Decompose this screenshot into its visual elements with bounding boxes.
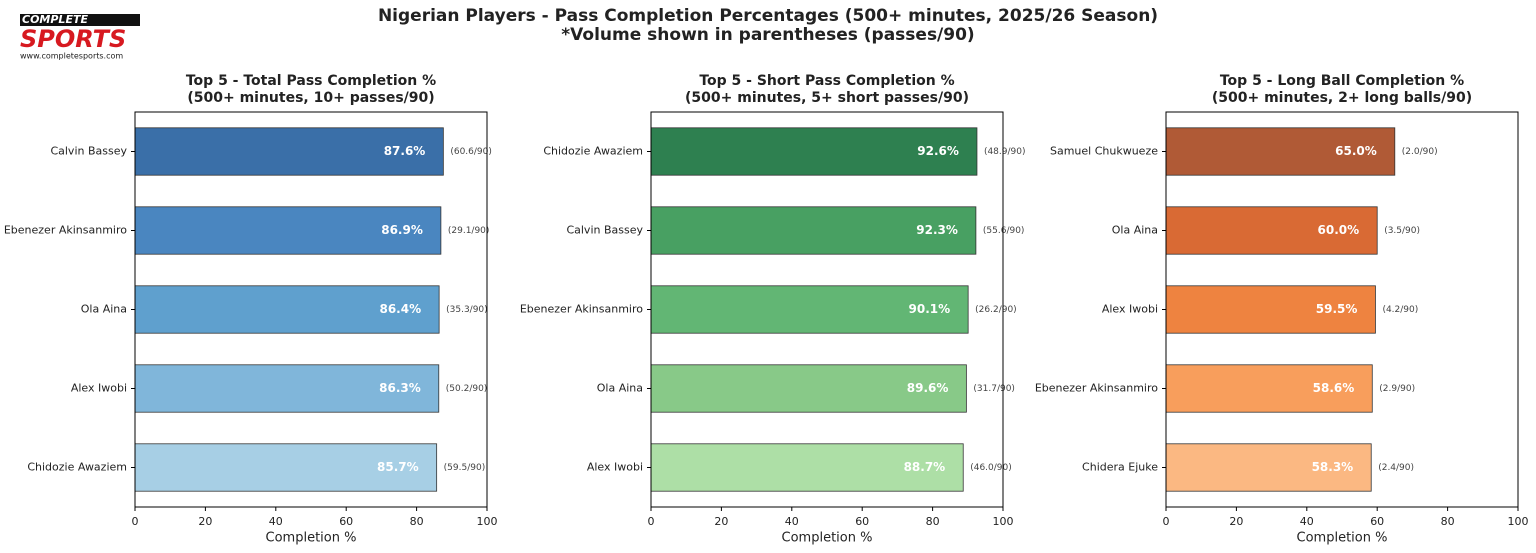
bar — [1165, 364, 1373, 413]
x-tick-label: 60 — [339, 515, 353, 528]
logo-band — [20, 14, 140, 26]
x-tick-label: 40 — [785, 515, 799, 528]
x-axis-label: Completion % — [266, 531, 357, 546]
bar — [650, 285, 969, 334]
volume-label: (29.1/90) — [448, 226, 490, 236]
y-tick-label: Samuel Chukwueze — [1050, 145, 1158, 158]
bar — [650, 206, 977, 255]
bar — [134, 285, 440, 334]
x-tick-label: 40 — [269, 515, 283, 528]
logo-main: SPORTS — [20, 25, 126, 53]
x-tick-label: 100 — [1508, 515, 1529, 528]
volume-label: (2.0/90) — [1402, 147, 1438, 157]
volume-label: (48.9/90) — [984, 147, 1026, 157]
subplot-title: Top 5 - Total Pass Completion % — [186, 73, 436, 89]
y-tick-label: Chidozie Awaziem — [27, 461, 127, 474]
volume-label: (60.6/90) — [450, 147, 492, 157]
x-tick-label: 20 — [198, 515, 212, 528]
x-tick-label: 0 — [1163, 515, 1170, 528]
value-label: 90.1% — [909, 302, 951, 316]
value-label: 86.3% — [379, 381, 421, 395]
subplot-title: Top 5 - Short Pass Completion % — [699, 73, 954, 89]
value-label: 86.4% — [379, 302, 421, 316]
plot-frame — [1165, 111, 1519, 508]
bar — [650, 443, 964, 492]
x-axis-label: Completion % — [782, 531, 873, 546]
y-tick-label: Ola Aina — [81, 303, 127, 316]
volume-label: (2.4/90) — [1378, 463, 1414, 473]
x-tick-label: 20 — [1229, 515, 1243, 528]
y-tick-label: Alex Iwobi — [71, 382, 127, 395]
volume-label: (46.0/90) — [970, 463, 1012, 473]
value-label: 86.9% — [381, 223, 423, 237]
x-tick-label: 40 — [1300, 515, 1314, 528]
subplot-subtitle: (500+ minutes, 5+ short passes/90) — [685, 90, 969, 106]
x-tick-label: 20 — [714, 515, 728, 528]
y-tick-label: Ebenezer Akinsanmiro — [520, 303, 643, 316]
logo-top: COMPLETE — [22, 13, 88, 26]
volume-label: (59.5/90) — [444, 463, 486, 473]
page-title: Nigerian Players - Pass Completion Perce… — [378, 6, 1158, 26]
y-tick-label: Alex Iwobi — [1102, 303, 1158, 316]
bar — [134, 364, 440, 413]
subplot-subtitle: (500+ minutes, 10+ passes/90) — [187, 90, 434, 106]
value-label: 60.0% — [1318, 223, 1360, 237]
volume-label: (3.5/90) — [1384, 226, 1420, 236]
x-tick-label: 0 — [648, 515, 655, 528]
bar — [650, 364, 967, 413]
plot-frame — [134, 111, 488, 508]
value-label: 92.3% — [916, 223, 958, 237]
page-subtitle: *Volume shown in parentheses (passes/90) — [561, 25, 974, 45]
value-label: 87.6% — [384, 144, 426, 158]
y-tick-label: Ebenezer Akinsanmiro — [1035, 382, 1158, 395]
subplot-title: Top 5 - Long Ball Completion % — [1220, 73, 1464, 89]
bar — [1165, 443, 1372, 492]
value-label: 92.6% — [917, 144, 959, 158]
volume-label: (4.2/90) — [1382, 305, 1418, 315]
value-label: 65.0% — [1335, 144, 1377, 158]
y-tick-label: Alex Iwobi — [587, 461, 643, 474]
x-tick-label: 80 — [410, 515, 424, 528]
logo-url: www.completesports.com — [20, 52, 123, 61]
volume-label: (2.9/90) — [1379, 384, 1415, 394]
y-tick-label: Ebenezer Akinsanmiro — [4, 224, 127, 237]
y-tick-label: Chidera Ejuke — [1082, 461, 1158, 474]
bar — [1165, 206, 1378, 255]
volume-label: (50.2/90) — [446, 384, 488, 394]
value-label: 88.7% — [904, 460, 946, 474]
x-tick-label: 100 — [993, 515, 1014, 528]
x-tick-label: 60 — [1370, 515, 1384, 528]
subplot-subtitle: (500+ minutes, 2+ long balls/90) — [1212, 90, 1472, 106]
y-tick-label: Ola Aina — [1112, 224, 1158, 237]
volume-label: (31.7/90) — [973, 384, 1015, 394]
x-tick-label: 100 — [477, 515, 498, 528]
y-tick-label: Calvin Bassey — [50, 145, 127, 158]
x-axis-label: Completion % — [1297, 531, 1388, 546]
value-label: 58.6% — [1313, 381, 1355, 395]
value-label: 59.5% — [1316, 302, 1358, 316]
x-tick-label: 80 — [926, 515, 940, 528]
value-label: 89.6% — [907, 381, 949, 395]
x-tick-label: 60 — [855, 515, 869, 528]
volume-label: (35.3/90) — [446, 305, 488, 315]
value-label: 58.3% — [1312, 460, 1354, 474]
plot-frame — [650, 111, 1004, 508]
bar — [1165, 285, 1376, 334]
value-label: 85.7% — [377, 460, 419, 474]
volume-label: (55.6/90) — [983, 226, 1025, 236]
y-tick-label: Ola Aina — [597, 382, 643, 395]
bar — [134, 206, 442, 255]
bar — [650, 127, 978, 176]
bar — [134, 443, 438, 492]
volume-label: (26.2/90) — [975, 305, 1017, 315]
y-tick-label: Calvin Bassey — [566, 224, 643, 237]
x-tick-label: 0 — [132, 515, 139, 528]
bar — [134, 127, 444, 176]
y-tick-label: Chidozie Awaziem — [543, 145, 643, 158]
x-tick-label: 80 — [1441, 515, 1455, 528]
